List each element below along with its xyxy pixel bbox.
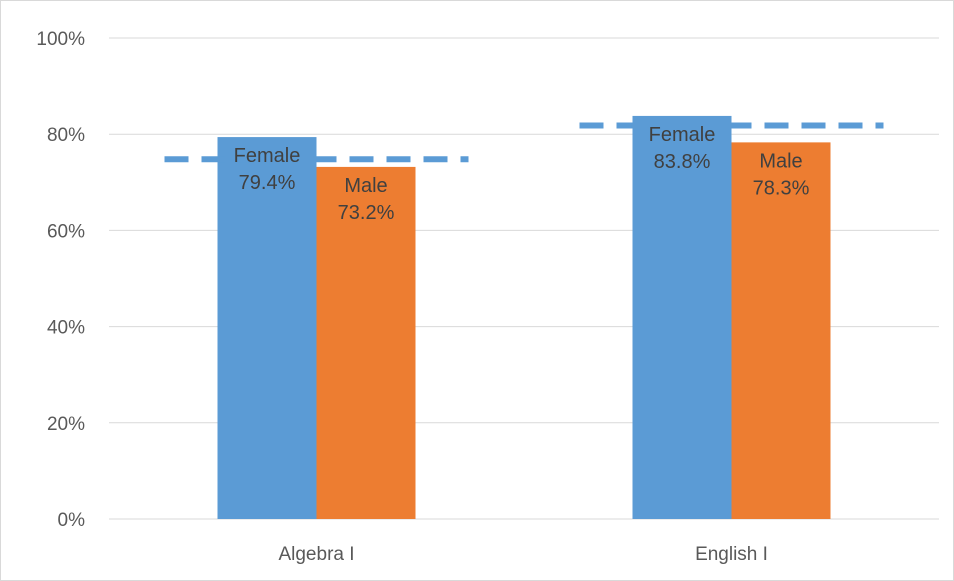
y-axis-tick-labels: 0% 20% 40% 60% 80% 100% [36,29,85,531]
data-label-series-name: Male [759,150,802,172]
bars [217,115,831,519]
bar-female-0 [217,137,317,519]
data-label-value: 73.2% [338,202,395,224]
data-label-value: 83.8% [654,151,711,173]
y-tick-label: 80% [47,125,85,146]
data-label-series-name: Male [344,175,387,197]
data-label-value: 79.4% [239,172,296,194]
y-tick-label: 20% [47,414,85,435]
bar-male-1 [731,142,831,519]
y-tick-label: 60% [47,221,85,242]
x-category-label: Algebra I [278,544,354,565]
y-tick-label: 40% [47,318,85,339]
data-label-series-name: Female [234,145,301,167]
y-tick-label: 0% [58,510,86,531]
bar-male-0 [316,166,416,519]
data-labels: Female 79.4% Male 73.2% Female 83.8% Male 78.3% [234,124,810,224]
data-label-series-name: Female [649,124,716,146]
x-category-label: English I [695,544,768,565]
x-axis-category-labels: Algebra I English I [278,544,767,565]
y-tick-label: 100% [36,29,85,50]
reference-lines [164,122,884,163]
data-label-value: 78.3% [753,177,810,199]
bar-female-1 [632,115,732,519]
